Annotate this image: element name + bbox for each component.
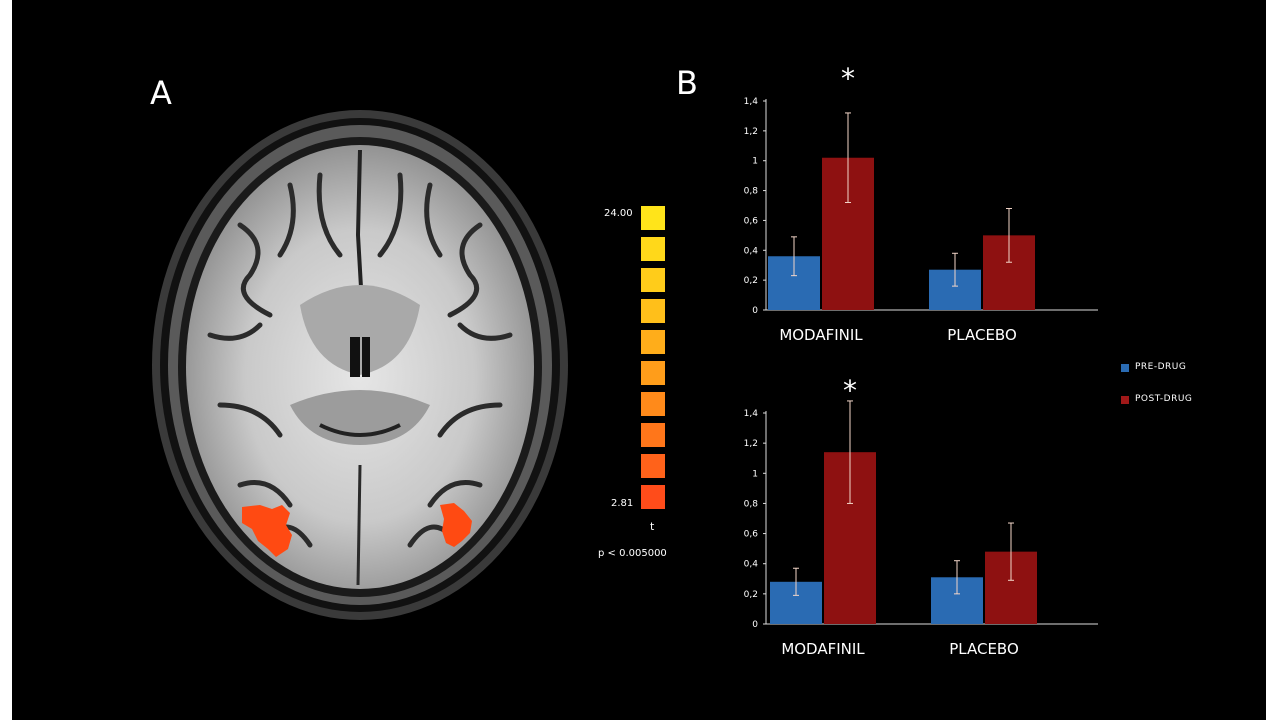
legend-swatch-pre [1121, 364, 1129, 372]
significance-marker: * [843, 374, 857, 407]
y-tick-label: 1,4 [744, 97, 759, 107]
category-label: PLACEBO [947, 326, 1017, 344]
brain-mri-image [152, 110, 568, 620]
y-tick-label: 0 [752, 620, 758, 630]
y-tick-label: 0,6 [744, 216, 759, 226]
colorbar-min-label: 2.81 [611, 498, 634, 509]
bar-chart-top: 0 0,2 0,4 0,6 0,8 1 1,2 1,4 MODAFINIL PLACEBO * [744, 62, 1098, 344]
colorbar-step [641, 268, 665, 292]
colorbar-step [641, 361, 665, 385]
colorbar-stat-label: t [650, 520, 655, 533]
y-tick-label: 0,2 [744, 276, 758, 286]
bar-chart-bottom: 0 0,2 0,4 0,6 0,8 1 1,2 1,4 MODAFINIL PLACEBO * [744, 374, 1098, 658]
colorbar-step [641, 392, 665, 416]
y-tick-label: 0,4 [744, 246, 759, 256]
colorbar-step [641, 237, 665, 261]
y-tick-label: 0,8 [744, 499, 759, 509]
y-tick-label: 1,2 [744, 439, 758, 449]
legend-label-post: POST-DRUG [1135, 394, 1193, 404]
category-label: MODAFINIL [781, 640, 865, 658]
y-tick-label: 0 [752, 306, 758, 316]
legend-label-pre: PRE-DRUG [1135, 362, 1187, 372]
significance-marker: * [841, 62, 855, 95]
y-tick-label: 0,8 [744, 187, 759, 197]
legend-swatch-post [1121, 396, 1129, 404]
y-tick-label: 1 [752, 469, 758, 479]
category-label: PLACEBO [949, 640, 1019, 658]
panel-b-label: B [676, 64, 698, 102]
y-tick-label: 1,2 [744, 127, 758, 137]
colorbar-step [641, 330, 665, 354]
colorbar-step [641, 423, 665, 447]
colorbar-step [641, 454, 665, 478]
category-label: MODAFINIL [779, 326, 863, 344]
colorbar-max-label: 24.00 [604, 208, 633, 219]
y-tick-label: 0,6 [744, 530, 759, 540]
panel-a-label: A [150, 74, 172, 112]
y-tick-label: 0,4 [744, 560, 759, 570]
colorbar-step [641, 485, 665, 509]
y-tick-label: 0,2 [744, 590, 758, 600]
colorbar-step [641, 206, 665, 230]
colorbar-step [641, 299, 665, 323]
threshold-label: p < 0.005000 [598, 548, 667, 559]
y-tick-label: 1,4 [744, 409, 759, 419]
y-tick-label: 1 [752, 157, 758, 167]
